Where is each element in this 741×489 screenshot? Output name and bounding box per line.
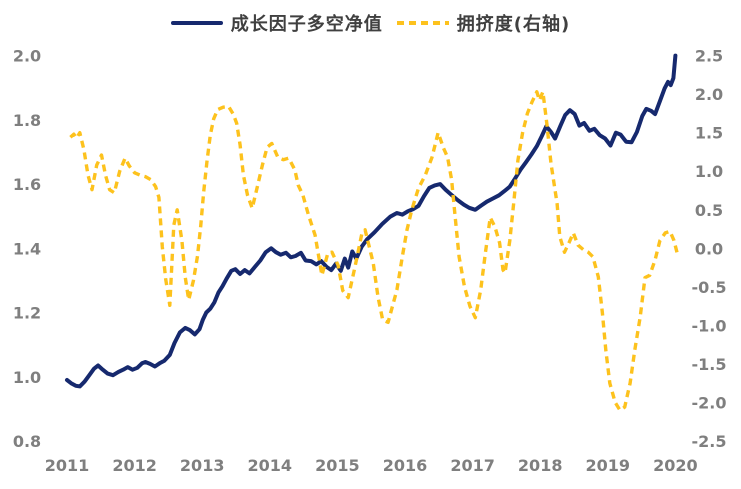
- y-right-tick-label: 1.0: [695, 162, 723, 181]
- y-left-tick-label: 1.2: [13, 304, 41, 323]
- y-left-tick-label: 1.0: [13, 368, 41, 387]
- x-tick-label: 2016: [383, 456, 428, 475]
- chart-legend: 成长因子多空净值 拥挤度(右轴): [0, 10, 741, 36]
- legend-item-series1: 成长因子多空净值: [170, 10, 383, 36]
- x-tick-label: 2015: [315, 456, 360, 475]
- y-right-tick-label: -2.0: [692, 393, 727, 412]
- y-left-tick-label: 1.6: [13, 175, 41, 194]
- series-line-1: [65, 53, 678, 389]
- x-tick-label: 2018: [518, 456, 563, 475]
- series1-solid-line-swatch: [170, 21, 223, 25]
- y-left-tick-label: 1.8: [13, 111, 41, 130]
- x-tick-label: 2012: [112, 456, 157, 475]
- x-tick-label: 2013: [180, 456, 225, 475]
- y-left-tick-label: 1.4: [13, 239, 41, 258]
- x-tick-label: 2014: [248, 456, 293, 475]
- y-left-tick-label: 2.0: [13, 47, 41, 66]
- x-tick-label: 2019: [586, 456, 631, 475]
- y-right-tick-label: -1.0: [692, 316, 727, 335]
- series2-dashed-line-swatch: [396, 21, 449, 25]
- x-tick-label: 2017: [450, 456, 495, 475]
- y-right-tick-label: 0.5: [695, 201, 723, 220]
- y-right-tick-label: -1.5: [692, 355, 727, 374]
- y-right-tick-label: 2.5: [695, 47, 723, 66]
- series-line-2: [69, 90, 680, 412]
- y-right-tick-label: -0.5: [692, 278, 727, 297]
- legend-item-series2: 拥挤度(右轴): [396, 10, 571, 36]
- x-tick-label: 2020: [653, 456, 698, 475]
- y-right-tick-label: 0.0: [695, 239, 723, 258]
- y-left-tick-label: 0.8: [13, 432, 41, 451]
- x-tick-label: 2011: [45, 456, 90, 475]
- y-right-tick-label: -2.5: [692, 432, 727, 451]
- legend-series2-label: 拥挤度(右轴): [456, 14, 571, 35]
- y-right-tick-label: 1.5: [695, 124, 723, 143]
- y-right-tick-label: 2.0: [695, 85, 723, 104]
- legend-series1-label: 成长因子多空净值: [230, 14, 383, 35]
